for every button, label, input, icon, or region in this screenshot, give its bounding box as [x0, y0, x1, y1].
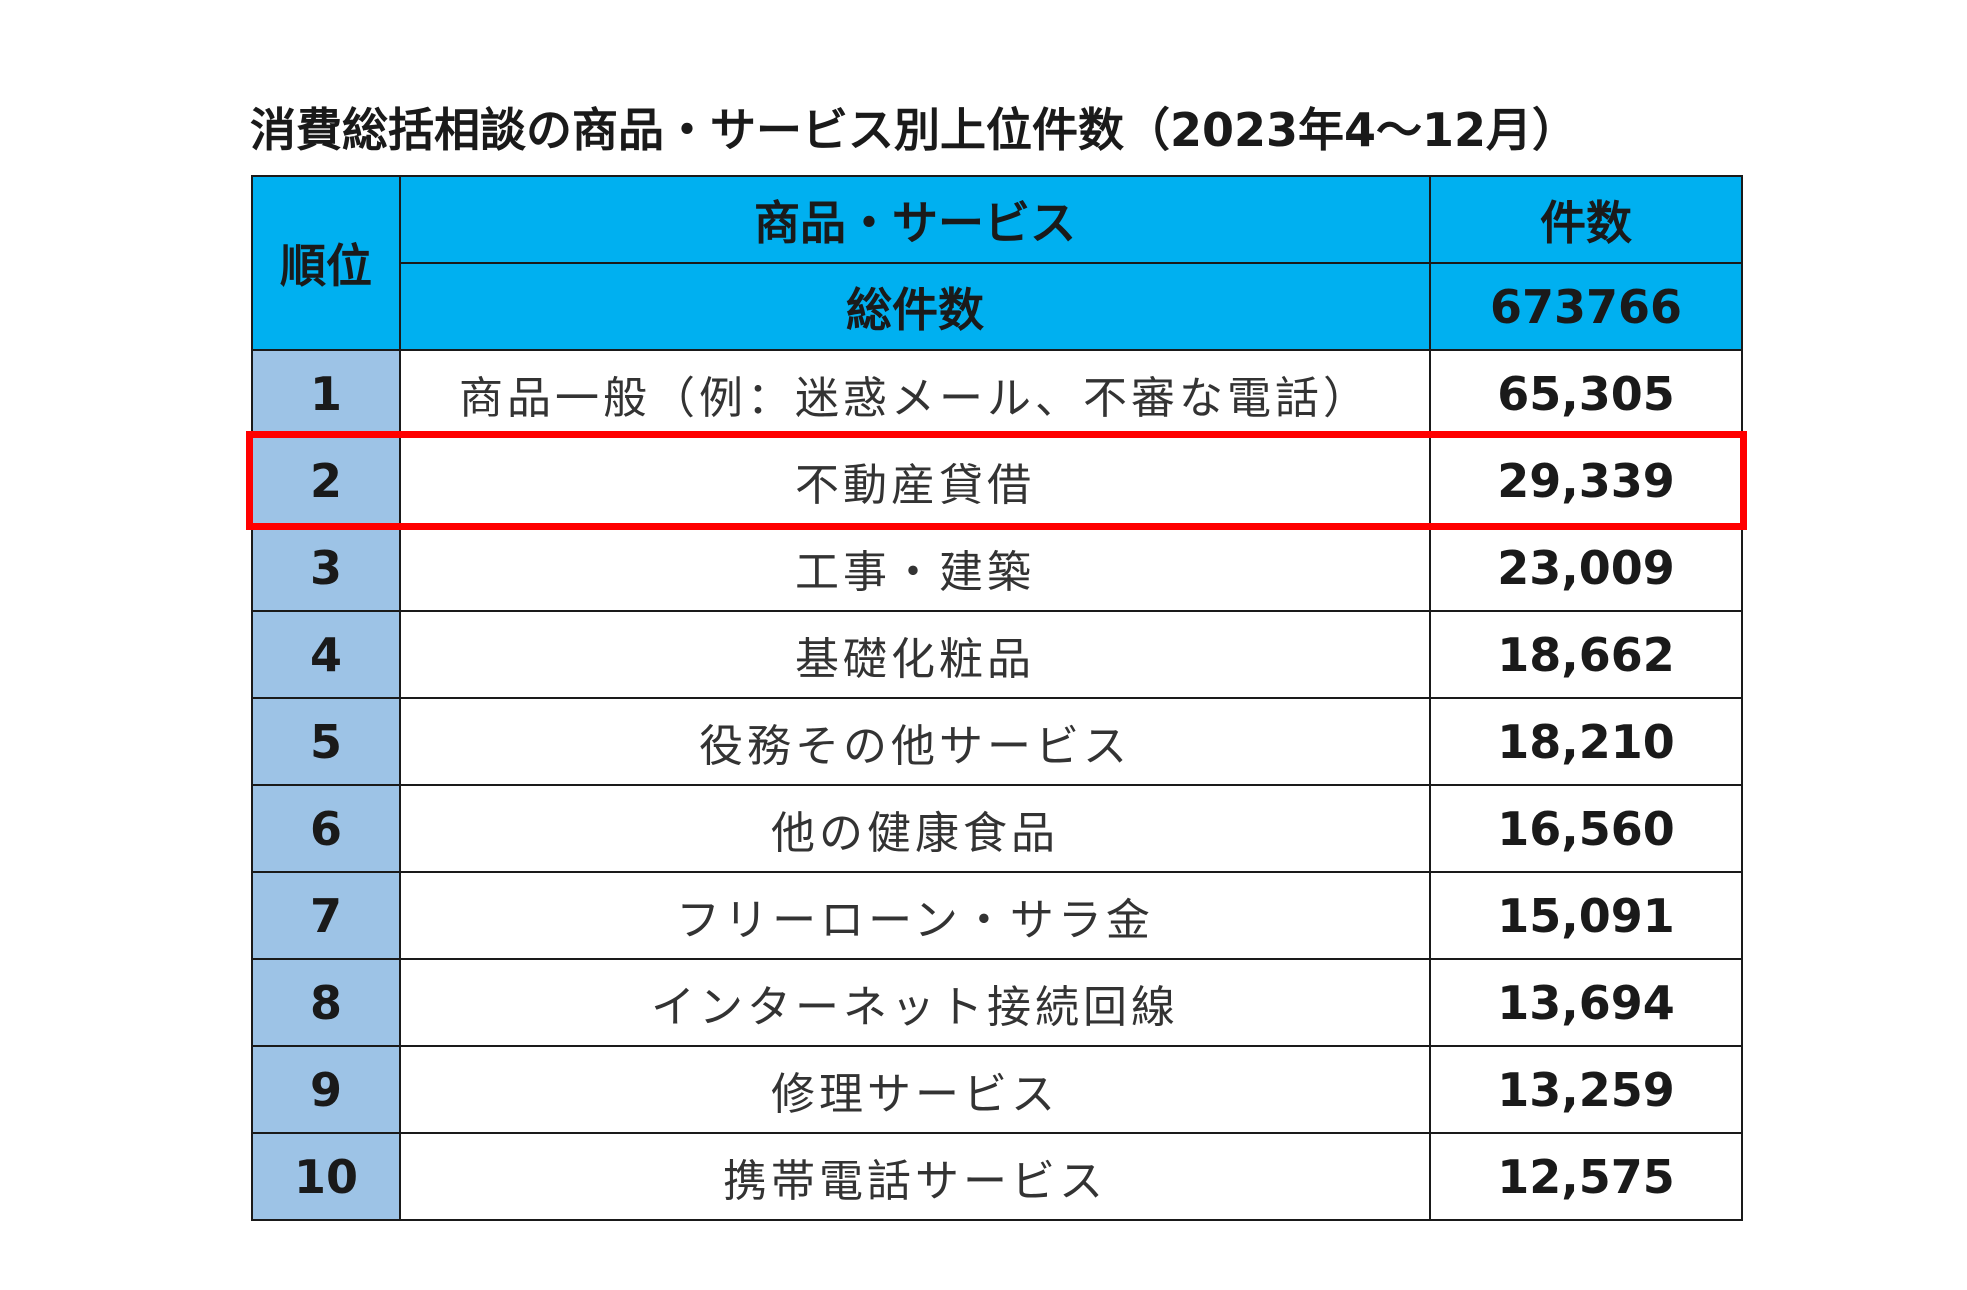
item-cell: 基礎化粧品: [399, 610, 1431, 699]
table-row: 8 インターネット接続回線 13,694: [251, 958, 1743, 1047]
table-title: 消費総括相談の商品・サービス別上位件数（2023年4～12月）: [250, 103, 1579, 157]
table-row: 1 商品一般（例：迷惑メール、不審な電話） 65,305: [251, 349, 1743, 438]
item-cell: 工事・建築: [399, 523, 1431, 612]
rank-cell: 9: [251, 1045, 401, 1134]
table-body: 1 商品一般（例：迷惑メール、不審な電話） 65,305 2 不動産貸借 29,339 3 工…: [251, 349, 1743, 1221]
table-row: 10 携帯電話サービス 12,575: [251, 1132, 1743, 1221]
item-cell: 商品一般（例：迷惑メール、不審な電話）: [399, 349, 1431, 438]
total-value: 673766: [1429, 262, 1743, 351]
header-count: 件数: [1429, 175, 1743, 264]
item-cell: 不動産貸借: [399, 436, 1431, 525]
table-row: 4 基礎化粧品 18,662: [251, 610, 1743, 699]
table-row: 2 不動産貸借 29,339: [251, 436, 1743, 525]
rank-cell: 6: [251, 784, 401, 873]
item-cell: 他の健康食品: [399, 784, 1431, 873]
header-rank: 順位: [251, 175, 401, 351]
count-cell: 29,339: [1429, 436, 1743, 525]
header-item: 商品・サービス: [399, 175, 1431, 264]
item-cell: 修理サービス: [399, 1045, 1431, 1134]
count-cell: 23,009: [1429, 523, 1743, 612]
rank-cell: 5: [251, 697, 401, 786]
item-cell: インターネット接続回線: [399, 958, 1431, 1047]
rank-cell: 10: [251, 1132, 401, 1221]
table-row: 7 フリーローン・サラ金 15,091: [251, 871, 1743, 960]
count-cell: 15,091: [1429, 871, 1743, 960]
item-cell: 役務その他サービス: [399, 697, 1431, 786]
rank-cell: 1: [251, 349, 401, 438]
total-label: 総件数: [399, 262, 1431, 351]
item-cell: 携帯電話サービス: [399, 1132, 1431, 1221]
count-cell: 65,305: [1429, 349, 1743, 438]
count-cell: 13,694: [1429, 958, 1743, 1047]
rank-cell: 2: [251, 436, 401, 525]
ranking-table: 順位 商品・サービス 件数 総件数 673766 1 商品一般（例：迷惑メール、不…: [251, 175, 1743, 1221]
rank-cell: 8: [251, 958, 401, 1047]
rank-cell: 4: [251, 610, 401, 699]
rank-cell: 3: [251, 523, 401, 612]
count-cell: 18,662: [1429, 610, 1743, 699]
count-cell: 13,259: [1429, 1045, 1743, 1134]
item-cell: フリーローン・サラ金: [399, 871, 1431, 960]
count-cell: 12,575: [1429, 1132, 1743, 1221]
table-row: 5 役務その他サービス 18,210: [251, 697, 1743, 786]
table-row: 9 修理サービス 13,259: [251, 1045, 1743, 1134]
table-row: 6 他の健康食品 16,560: [251, 784, 1743, 873]
count-cell: 18,210: [1429, 697, 1743, 786]
rank-cell: 7: [251, 871, 401, 960]
count-cell: 16,560: [1429, 784, 1743, 873]
table-row: 3 工事・建築 23,009: [251, 523, 1743, 612]
